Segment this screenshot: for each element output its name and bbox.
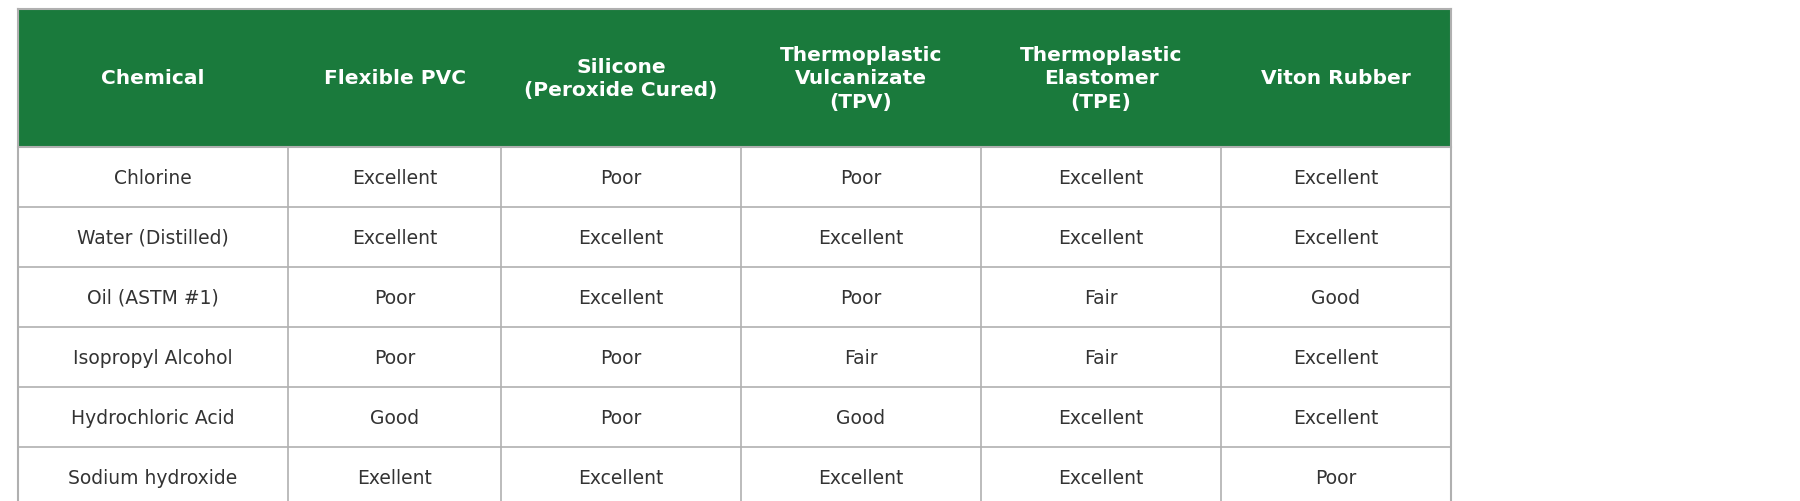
- Bar: [288, 268, 500, 327]
- Bar: [18, 447, 288, 501]
- Text: Poor: Poor: [601, 348, 641, 367]
- Text: Thermoplastic
Elastomer
(TPE): Thermoplastic Elastomer (TPE): [1021, 46, 1183, 112]
- Text: Excellent: Excellent: [1294, 408, 1379, 427]
- Bar: [981, 387, 1220, 447]
- Text: Poor: Poor: [374, 288, 416, 307]
- Text: Excellent: Excellent: [351, 168, 437, 187]
- Text: Poor: Poor: [601, 408, 641, 427]
- Text: Excellent: Excellent: [1058, 228, 1143, 247]
- Bar: [500, 387, 742, 447]
- Bar: [742, 207, 981, 268]
- Text: Flexible PVC: Flexible PVC: [324, 69, 466, 88]
- Bar: [288, 10, 500, 148]
- Text: Excellent: Excellent: [1058, 168, 1143, 187]
- Text: Poor: Poor: [374, 348, 416, 367]
- Bar: [742, 148, 981, 207]
- Bar: [18, 148, 288, 207]
- Text: Poor: Poor: [601, 168, 641, 187]
- Text: Excellent: Excellent: [1058, 467, 1143, 486]
- Text: Chlorine: Chlorine: [113, 168, 193, 187]
- Text: Excellent: Excellent: [819, 228, 904, 247]
- Text: Oil (ASTM #1): Oil (ASTM #1): [86, 288, 220, 307]
- Bar: [500, 10, 742, 148]
- Bar: [500, 327, 742, 387]
- Bar: [742, 10, 981, 148]
- Bar: [18, 268, 288, 327]
- Bar: [1220, 447, 1451, 501]
- Bar: [500, 207, 742, 268]
- Bar: [1220, 387, 1451, 447]
- Text: Excellent: Excellent: [578, 467, 664, 486]
- Text: Isopropyl Alcohol: Isopropyl Alcohol: [74, 348, 232, 367]
- Text: Silicone
(Peroxide Cured): Silicone (Peroxide Cured): [524, 58, 718, 100]
- Text: Hydrochloric Acid: Hydrochloric Acid: [72, 408, 234, 427]
- Bar: [981, 148, 1220, 207]
- Bar: [981, 207, 1220, 268]
- Text: Viton Rubber: Viton Rubber: [1262, 69, 1411, 88]
- Bar: [742, 447, 981, 501]
- Text: Excellent: Excellent: [351, 228, 437, 247]
- Text: Good: Good: [1312, 288, 1361, 307]
- Bar: [288, 447, 500, 501]
- Bar: [742, 327, 981, 387]
- Text: Excellent: Excellent: [819, 467, 904, 486]
- Bar: [500, 268, 742, 327]
- Bar: [288, 148, 500, 207]
- Bar: [981, 327, 1220, 387]
- Text: Exellent: Exellent: [356, 467, 432, 486]
- Text: Poor: Poor: [1316, 467, 1357, 486]
- Bar: [288, 387, 500, 447]
- Text: Poor: Poor: [841, 168, 882, 187]
- Bar: [742, 268, 981, 327]
- Text: Fair: Fair: [1084, 348, 1118, 367]
- Bar: [18, 327, 288, 387]
- Bar: [1220, 148, 1451, 207]
- Text: Excellent: Excellent: [578, 288, 664, 307]
- Bar: [1220, 268, 1451, 327]
- Text: Thermoplastic
Vulcanizate
(TPV): Thermoplastic Vulcanizate (TPV): [779, 46, 941, 112]
- Bar: [1220, 327, 1451, 387]
- Bar: [981, 10, 1220, 148]
- Bar: [981, 447, 1220, 501]
- Text: Excellent: Excellent: [578, 228, 664, 247]
- Bar: [500, 447, 742, 501]
- Bar: [1220, 207, 1451, 268]
- Bar: [18, 10, 288, 148]
- Text: Excellent: Excellent: [1058, 408, 1143, 427]
- Text: Good: Good: [837, 408, 886, 427]
- Bar: [742, 387, 981, 447]
- Text: Excellent: Excellent: [1294, 228, 1379, 247]
- Bar: [500, 148, 742, 207]
- Text: Fair: Fair: [1084, 288, 1118, 307]
- Text: Fair: Fair: [844, 348, 878, 367]
- Text: Sodium hydroxide: Sodium hydroxide: [68, 467, 238, 486]
- Text: Excellent: Excellent: [1294, 348, 1379, 367]
- Bar: [288, 207, 500, 268]
- Text: Poor: Poor: [841, 288, 882, 307]
- Bar: [18, 207, 288, 268]
- Text: Excellent: Excellent: [1294, 168, 1379, 187]
- Bar: [18, 387, 288, 447]
- Bar: [981, 268, 1220, 327]
- Text: Chemical: Chemical: [101, 69, 205, 88]
- Bar: [288, 327, 500, 387]
- Bar: [1220, 10, 1451, 148]
- Text: Good: Good: [371, 408, 419, 427]
- Text: Water (Distilled): Water (Distilled): [77, 228, 229, 247]
